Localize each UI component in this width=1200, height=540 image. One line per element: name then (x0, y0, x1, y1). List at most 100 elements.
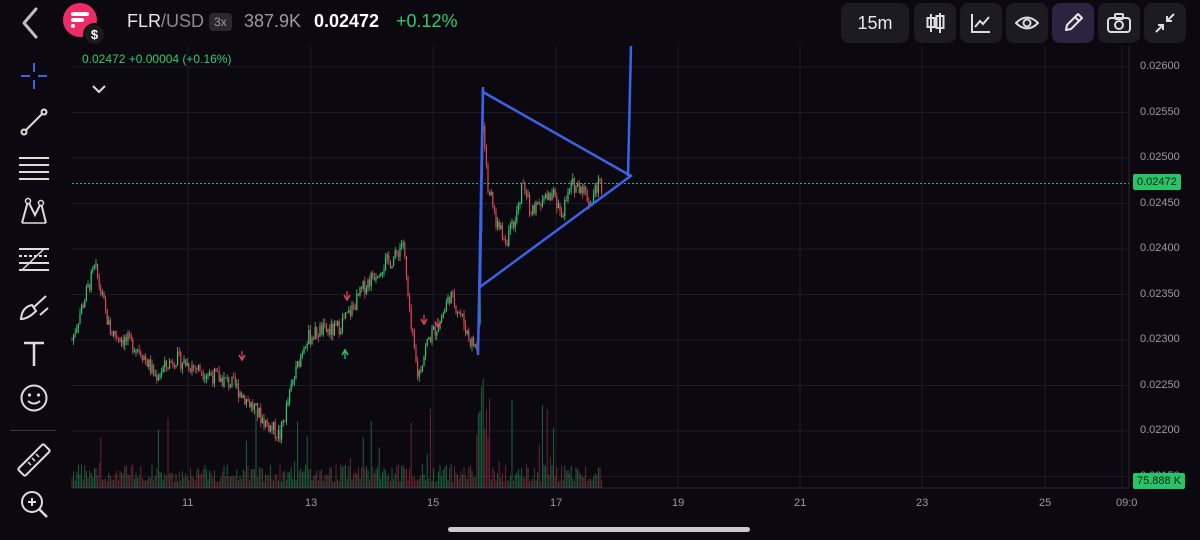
candle-body (543, 198, 545, 201)
candles-button[interactable] (914, 3, 956, 43)
candle-body (177, 351, 179, 366)
volume-bar (141, 477, 143, 488)
price-tick-label: 0.02200 (1140, 424, 1180, 436)
volume-bar (433, 468, 435, 488)
volume-bar (201, 474, 203, 488)
ohlc-legend: 0.02472 +0.00004 (+0.16%) (82, 52, 232, 66)
candle-body (327, 329, 329, 332)
volume-bar (194, 480, 196, 488)
flare-logo: $ (63, 3, 106, 46)
volume-bar (297, 421, 299, 488)
volume-bar (289, 472, 291, 488)
candle-body (444, 309, 446, 314)
volume-bar (217, 481, 219, 488)
candle-body (490, 191, 492, 196)
candle-body (159, 374, 161, 377)
exit-fullscreen-button[interactable] (1144, 3, 1186, 43)
timeframe-button[interactable]: 15m (841, 3, 909, 43)
candle-body (226, 377, 228, 379)
volume-bar (109, 475, 111, 488)
indicators-button[interactable] (960, 3, 1002, 43)
volume-bar (460, 470, 462, 488)
candle-body (455, 305, 457, 313)
volume-bar (570, 465, 572, 488)
candle-body (111, 334, 113, 336)
candle-body (396, 250, 398, 253)
candle-body (466, 330, 468, 334)
draw-button[interactable] (1052, 3, 1094, 43)
zoom-tool[interactable] (14, 486, 54, 522)
screenshot-button[interactable] (1098, 3, 1140, 43)
volume-bar (228, 476, 230, 488)
candle-body (381, 272, 383, 274)
brush-tool[interactable] (14, 290, 54, 326)
candle-body (586, 190, 588, 202)
visibility-button[interactable] (1006, 3, 1048, 43)
volume-bar (463, 467, 465, 488)
volume-bar (303, 470, 305, 488)
volume-bar (569, 472, 571, 488)
candle-body (204, 378, 206, 380)
fib-tool[interactable] (14, 242, 54, 278)
candle-body (581, 187, 583, 194)
candle-body (162, 367, 164, 373)
volume-bar (252, 468, 254, 488)
candle-body (178, 351, 180, 353)
candle-body (117, 337, 119, 339)
candle-body (469, 339, 471, 346)
volume-bar (594, 473, 596, 488)
volume-bar (428, 478, 430, 488)
last-price: 0.02472 (314, 11, 380, 31)
candle-body (410, 309, 412, 329)
candle-body (380, 273, 382, 277)
candle-body (551, 193, 553, 201)
trendline-tool[interactable] (14, 104, 54, 140)
volume-bar (282, 471, 284, 488)
volume-bar (308, 469, 310, 488)
emoji-tool[interactable] (14, 380, 54, 416)
volume-bar (581, 476, 583, 488)
volume-bar (517, 468, 519, 488)
volume-bar (231, 476, 233, 488)
volume-bar (313, 476, 315, 488)
volume-bar (362, 437, 364, 488)
candle-body (332, 323, 334, 336)
ruler-tool[interactable] (14, 442, 54, 478)
back-icon[interactable] (18, 6, 44, 40)
volume-bar (129, 474, 131, 488)
time-tick-label: 11 (182, 497, 194, 509)
volume-bar (340, 464, 342, 488)
home-indicator[interactable] (448, 527, 750, 532)
pattern-tool[interactable] (14, 194, 54, 230)
volume-bar (319, 471, 321, 488)
volume-bar (393, 478, 395, 488)
volume-bar (253, 468, 255, 488)
volume-bar (493, 471, 495, 488)
symbol-pair[interactable]: FLR/USD (127, 11, 204, 32)
candle-body (189, 370, 191, 372)
candle-body (265, 420, 267, 427)
volume-bar (204, 465, 206, 488)
text-tool[interactable] (14, 336, 54, 372)
candle-body (495, 210, 497, 228)
candle-body (258, 407, 260, 417)
candle-body (597, 179, 599, 193)
horizontal-lines-tool[interactable] (14, 150, 54, 186)
volume-bar (242, 469, 244, 488)
candle-body (164, 360, 166, 368)
symbol-quote: USD (166, 11, 205, 31)
chevron-down-icon[interactable] (90, 82, 108, 96)
candle-body (149, 359, 151, 373)
candle-body (337, 321, 339, 326)
candle-body (484, 126, 486, 148)
volume-bar (274, 474, 276, 488)
crosshair-tool[interactable] (14, 58, 54, 94)
candle-body (524, 183, 526, 191)
candle-body (433, 326, 435, 330)
candle-body (578, 182, 580, 193)
price-tick-label: 0.02450 (1140, 196, 1180, 209)
signal-arrow-icon (238, 354, 246, 362)
volume-bar (305, 464, 307, 488)
candle-body (428, 337, 430, 340)
